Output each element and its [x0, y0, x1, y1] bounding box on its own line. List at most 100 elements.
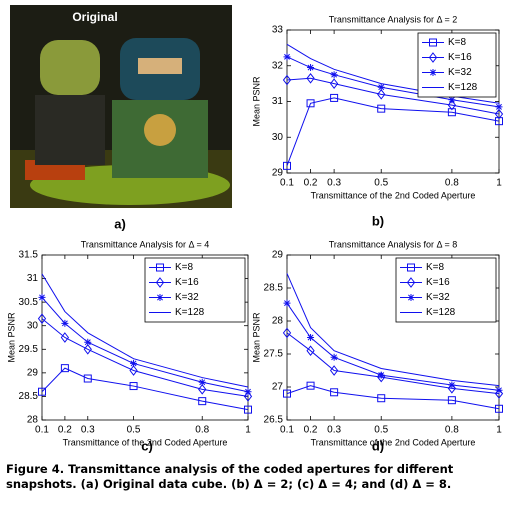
marker [283, 299, 291, 307]
marker [283, 161, 291, 170]
marker [495, 386, 503, 394]
legend-marker [407, 263, 415, 272]
legend-label: K=8 [426, 262, 445, 273]
marker [83, 374, 92, 383]
marker [130, 359, 138, 367]
caption: Figure 4. Transmittance analysis of the … [6, 462, 454, 491]
marker [377, 83, 385, 91]
y-tick-label: 28 [272, 316, 284, 327]
marker [198, 384, 207, 395]
marker [37, 313, 47, 324]
y-tick-label: 28 [27, 415, 39, 426]
y-tick-label: 33 [272, 25, 284, 36]
marker [60, 364, 69, 373]
x-tick-label: 0.5 [374, 178, 388, 189]
marker [129, 365, 138, 376]
legend-label: K=32 [448, 67, 472, 78]
x-tick-label: 0.3 [81, 425, 95, 436]
x-tick-label: 0.5 [127, 425, 141, 436]
x-tick-label: 0.1 [35, 425, 49, 436]
marker [306, 345, 315, 357]
marker [377, 89, 386, 100]
y-axis-label: Mean PSNR [6, 312, 16, 363]
marker [243, 391, 253, 402]
marker [495, 404, 503, 413]
x-tick-label: 1 [496, 178, 502, 189]
x-tick-label: 0.2 [58, 425, 72, 436]
marker [329, 78, 339, 89]
x-tick-label: 0.5 [374, 425, 388, 436]
legend-marker [429, 38, 437, 47]
legend-label: K=16 [175, 277, 199, 288]
x-tick-label: 0.1 [280, 425, 294, 436]
y-tick-label: 31 [272, 96, 284, 107]
x-axis-label: Transmittance of the 2nd Coded Aperture [311, 190, 476, 200]
marker [447, 108, 456, 117]
x-tick-label: 1 [245, 425, 251, 436]
y-tick-label: 32 [272, 60, 284, 71]
y-tick-label: 28.5 [19, 391, 39, 402]
legend-marker [428, 52, 438, 63]
legend-label: K=8 [448, 37, 467, 48]
marker [198, 397, 207, 406]
marker [447, 396, 456, 405]
legend-label: K=32 [175, 292, 199, 303]
x-tick-label: 0.8 [445, 178, 459, 189]
x-tick-label: 0.3 [327, 178, 341, 189]
y-tick-label: 30 [272, 132, 284, 143]
y-axis-label: Mean PSNR [251, 76, 261, 127]
marker [83, 343, 92, 355]
marker [244, 388, 252, 396]
legend-box [144, 257, 246, 323]
legend-label: K=32 [426, 292, 450, 303]
series-line [41, 273, 249, 388]
marker [283, 389, 291, 398]
marker [38, 293, 46, 301]
marker [447, 99, 457, 111]
legend-box [395, 257, 497, 323]
marker [306, 99, 315, 108]
x-tick-label: 0.2 [304, 425, 318, 436]
legend-marker [406, 277, 416, 288]
series-line [41, 297, 249, 393]
marker [283, 53, 291, 61]
panel-label: d) [372, 438, 384, 453]
y-tick-label: 30 [27, 320, 39, 331]
marker [306, 72, 315, 84]
marker [244, 405, 252, 414]
marker [306, 381, 315, 390]
legend-box [417, 32, 497, 98]
x-tick-label: 1 [496, 425, 502, 436]
x-tick-label: 0.3 [327, 425, 341, 436]
marker [377, 371, 385, 379]
marker [330, 93, 339, 102]
y-tick-label: 29 [272, 168, 284, 179]
chart-title: Transmittance Analysis for Δ = 8 [329, 239, 457, 249]
y-tick-label: 26.5 [264, 415, 284, 426]
x-tick-label: 0.1 [280, 178, 294, 189]
marker [60, 332, 70, 343]
y-tick-label: 29 [27, 367, 39, 378]
series-line [41, 318, 249, 397]
series-line [286, 97, 500, 167]
chart-title: Transmittance Analysis for Δ = 2 [329, 14, 457, 24]
photo: Original [10, 5, 232, 208]
legend-label: K=128 [448, 82, 478, 93]
marker [282, 327, 292, 339]
x-tick-label: 0.8 [445, 425, 459, 436]
marker [329, 365, 339, 376]
series-line [286, 302, 500, 391]
series-line [286, 77, 500, 115]
y-axis-label: Mean PSNR [251, 312, 261, 363]
marker [307, 334, 315, 341]
panel-label: b) [372, 213, 384, 228]
y-tick-label: 30.5 [19, 297, 39, 308]
y-tick-label: 31 [27, 273, 39, 284]
marker [129, 382, 138, 391]
marker [377, 394, 386, 403]
y-tick-label: 27.5 [264, 349, 284, 360]
panel-label: a) [114, 216, 126, 231]
marker [282, 74, 292, 86]
legend-label: K=16 [448, 52, 472, 63]
marker [198, 378, 206, 386]
